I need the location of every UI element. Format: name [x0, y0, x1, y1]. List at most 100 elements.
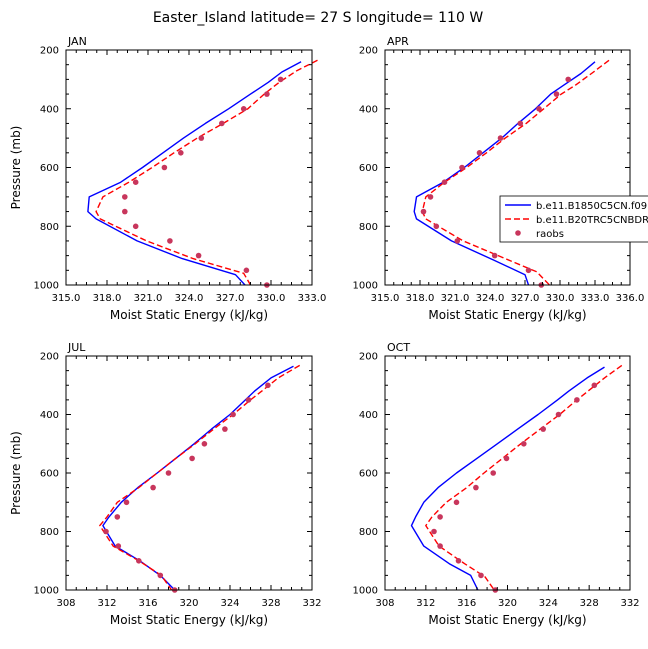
data-point: [427, 194, 434, 200]
data-point: [478, 572, 484, 579]
x-tick-label: 318.0: [406, 293, 435, 304]
data-point: [230, 411, 236, 418]
series-b1850-line: [410, 366, 605, 591]
plot-frame: [65, 355, 313, 591]
data-point: [455, 558, 462, 564]
data-point: [503, 455, 510, 462]
y-tick-label: 800: [40, 527, 59, 538]
x-tick-label: 336.0: [616, 293, 645, 304]
x-tick-label: 327.0: [511, 293, 540, 304]
chart-panel-jan: 315.0 318.0 321.0 324.0 327.0 330.0 333.0 200 40…: [9, 35, 326, 322]
x-tick-label: 321.0: [441, 293, 470, 304]
data-point: [178, 150, 184, 156]
data-point: [150, 484, 156, 491]
legend: b.e11.B1850C5CN.f09 b.e11.B20TRC5CNBDR rao…: [499, 195, 648, 243]
x-tick-label: 315.0: [371, 293, 400, 304]
data-point: [115, 543, 122, 549]
y-tick-label: 1000: [34, 281, 59, 292]
data-point: [517, 120, 524, 127]
series-raobs-markers: [431, 382, 598, 593]
x-tick-label: 312: [97, 598, 116, 609]
y-tick-label: 200: [359, 352, 378, 363]
x-tick-label: 316: [138, 598, 157, 609]
y-tick-label: 800: [359, 222, 378, 233]
x-axis-label: Moist Static Energy (kJ/kg): [110, 613, 268, 627]
data-point: [122, 208, 128, 215]
data-point: [201, 441, 208, 447]
data-point: [161, 164, 168, 171]
data-point: [525, 267, 532, 274]
x-tick-label: 324.0: [476, 293, 505, 304]
plot-frame: [384, 355, 631, 591]
data-point: [420, 208, 427, 215]
data-point: [264, 91, 270, 97]
x-tick-label: 308: [375, 598, 394, 609]
data-point: [431, 528, 437, 535]
y-tick-label: 600: [40, 163, 59, 174]
x-tick-label: 318.0: [93, 293, 122, 304]
panel-label: OCT: [387, 341, 410, 354]
data-point: [165, 470, 172, 476]
data-point: [476, 150, 483, 156]
y-axis-label: Pressure (mb): [9, 126, 23, 210]
data-point: [122, 194, 128, 200]
y-tick-label: 400: [359, 104, 378, 115]
chart-panel-jul: 308 312 316 320 324 328 332 200 400 600 800 1000 JUL…: [9, 341, 322, 627]
data-point: [459, 164, 465, 171]
legend-marker-raobs: [515, 230, 521, 236]
y-axis: 200 400 600 800 1000: [353, 352, 630, 597]
data-point: [453, 499, 460, 506]
data-point: [491, 252, 498, 259]
legend-label: b.e11.B1850C5CN.f09: [536, 201, 647, 212]
data-point: [123, 499, 130, 506]
data-point: [195, 252, 202, 259]
data-point: [454, 238, 461, 244]
chart-panel-oct: 308 312 316 320 324 328 332 200 400 600 800 1000 OCT…: [353, 341, 640, 627]
series-b20trc-line: [421, 59, 610, 286]
y-axis: 200 400 600 800 1000: [34, 46, 312, 292]
data-point: [536, 106, 542, 112]
y-tick-label: 1000: [353, 586, 378, 597]
x-tick-label: 316: [457, 598, 476, 609]
y-tick-label: 200: [40, 352, 59, 363]
x-tick-label: 312: [416, 598, 435, 609]
y-tick-label: 600: [40, 469, 59, 480]
series-b20trc-line: [425, 364, 623, 591]
data-point: [473, 484, 479, 491]
y-tick-label: 400: [40, 410, 59, 421]
data-point: [157, 572, 164, 579]
x-axis-label: Moist Static Energy (kJ/kg): [110, 308, 268, 322]
y-axis-label: Pressure (mb): [9, 431, 23, 515]
x-tick-label: 320: [498, 598, 517, 609]
data-point: [277, 76, 284, 83]
panel-label: JUL: [67, 341, 86, 354]
plot-frame: [384, 49, 631, 286]
x-tick-label: 330.0: [257, 293, 286, 304]
series-b1850-line: [413, 61, 596, 286]
data-point: [240, 106, 247, 112]
x-axis-label: Moist Static Energy (kJ/kg): [428, 613, 586, 627]
data-point: [167, 238, 173, 244]
y-tick-label: 600: [359, 163, 378, 174]
data-point: [441, 179, 448, 185]
y-axis: 200 400 600 800 1000: [353, 46, 630, 292]
data-point: [219, 120, 225, 127]
figure-title: Easter_Island latitude= 27 S longitude= …: [153, 10, 483, 26]
x-tick-label: 333.0: [581, 293, 610, 304]
data-point: [245, 397, 252, 403]
x-tick-label: 332: [620, 598, 639, 609]
data-point: [433, 223, 440, 230]
series-b1850-line: [87, 61, 302, 286]
y-tick-label: 600: [359, 469, 378, 480]
x-axis: 315.0 318.0 321.0 324.0 327.0 330.0 333.0: [52, 50, 327, 304]
y-tick-label: 200: [40, 46, 59, 57]
x-tick-label: 328: [580, 598, 599, 609]
data-point: [132, 179, 139, 185]
x-tick-label: 320: [179, 598, 198, 609]
data-point: [574, 397, 580, 403]
x-tick-label: 333.0: [298, 293, 327, 304]
data-point: [136, 558, 142, 564]
x-axis: 308 312 316 320 324 328 332: [56, 356, 322, 609]
data-point: [437, 543, 443, 549]
series-raobs-markers: [122, 76, 284, 288]
